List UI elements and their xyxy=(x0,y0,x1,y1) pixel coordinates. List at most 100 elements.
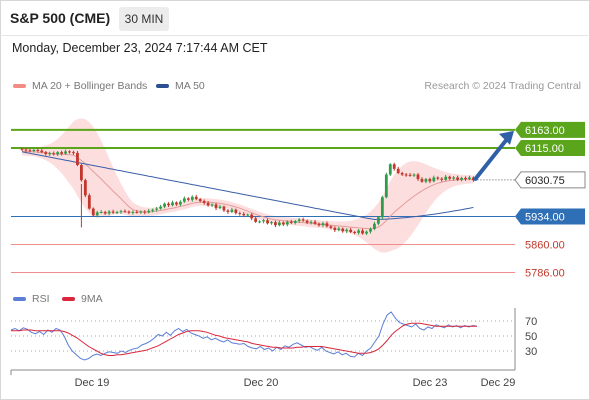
header-bar: S&P 500 (CME) 30 MIN xyxy=(0,0,588,36)
price-tag-shape xyxy=(514,171,586,189)
price-tag-text: 5786.00 xyxy=(525,268,565,280)
candle-body xyxy=(214,204,218,209)
candle-body xyxy=(392,164,396,169)
x-tick-dec-23: Dec 23 xyxy=(413,377,448,389)
candle-body xyxy=(321,223,325,226)
candle-body xyxy=(333,227,337,231)
candle-body xyxy=(313,221,317,224)
candle-body xyxy=(135,211,139,213)
candle-body xyxy=(424,179,428,182)
projection-arrow-head xyxy=(499,130,514,145)
candle-body xyxy=(317,223,321,226)
candle-body xyxy=(242,213,246,216)
candle-body xyxy=(131,211,135,213)
candle-body xyxy=(468,177,471,180)
candle-body xyxy=(432,177,436,182)
candle-body xyxy=(254,218,258,222)
candle-body xyxy=(80,165,83,181)
candle-body xyxy=(325,223,329,227)
candle-body xyxy=(218,206,222,209)
ma20-line xyxy=(21,150,474,230)
candle-body xyxy=(428,179,432,182)
candle-body xyxy=(460,177,463,180)
timestamp: Monday, December 23, 2024 7:17:44 AM CET xyxy=(12,41,268,55)
instrument-title: S&P 500 (CME) xyxy=(10,10,111,26)
credit-text: Research © 2024 Trading Central xyxy=(424,80,581,92)
candle-body xyxy=(44,152,48,155)
candle-body xyxy=(206,202,210,206)
price-label-5860.00: 5860.00 xyxy=(525,240,565,252)
candle-body xyxy=(159,206,162,209)
candle-body xyxy=(76,152,79,166)
candle-body xyxy=(349,229,353,233)
legend-ma9: 9MA xyxy=(62,293,103,305)
candle-body xyxy=(262,220,265,222)
ma20-legend-label: MA 20 + Bollinger Bands xyxy=(32,80,148,92)
candle-body xyxy=(329,226,333,228)
ma20-swatch xyxy=(13,84,26,89)
legend-rsi: RSI xyxy=(13,293,50,305)
candle-body xyxy=(36,149,40,151)
candle-body xyxy=(155,208,159,210)
rsi-line xyxy=(10,311,478,361)
candle-body xyxy=(444,176,448,180)
candle-body xyxy=(309,221,313,223)
x-tick-dec-20: Dec 20 xyxy=(244,377,279,389)
candle-body xyxy=(171,202,174,206)
candle-body xyxy=(139,211,143,213)
candle-body xyxy=(198,199,202,201)
candle-body xyxy=(64,151,67,154)
candle-body xyxy=(420,179,424,182)
price-tag-text: 5934.00 xyxy=(525,212,565,224)
candle-body xyxy=(246,214,250,216)
candle-body xyxy=(289,221,293,223)
price-tag-text: 6163.00 xyxy=(525,125,565,137)
candle-body xyxy=(119,211,123,213)
candle-body xyxy=(143,211,147,213)
candle-body xyxy=(357,230,360,233)
candle-body xyxy=(163,203,166,207)
rsi-level-label-50: 50 xyxy=(525,331,537,343)
candle-body xyxy=(416,174,420,180)
price-tag-text: 6030.75 xyxy=(525,175,565,187)
candle-body xyxy=(99,211,103,213)
rsi-legend-label: RSI xyxy=(32,293,50,305)
price-label-5934.00: 5934.00 xyxy=(515,208,585,225)
candle-body xyxy=(440,178,444,180)
candle-body xyxy=(24,149,28,151)
candle-body xyxy=(293,221,297,223)
candle-body xyxy=(270,222,273,224)
candle-body xyxy=(151,209,155,211)
candle-body xyxy=(20,148,24,150)
candle-body xyxy=(60,152,63,154)
candle-body xyxy=(68,151,71,153)
candle-body xyxy=(400,172,404,175)
candle-body xyxy=(83,180,87,196)
candle-body xyxy=(266,220,269,224)
candle-body xyxy=(48,153,52,155)
candle-body xyxy=(210,204,214,206)
candle-body xyxy=(301,219,305,221)
candle-body xyxy=(56,152,60,155)
rsi-panel: 70 50 30 xyxy=(10,311,537,361)
ma50-line xyxy=(21,151,474,221)
candle-body xyxy=(472,177,475,181)
legend-ma20: MA 20 + Bollinger Bands xyxy=(13,80,147,92)
ma9-swatch xyxy=(62,297,75,302)
price-tag-text: 6115.00 xyxy=(525,143,564,155)
candle-body xyxy=(40,150,44,153)
candle-body xyxy=(345,229,349,232)
x-tick-dec-19: Dec 19 xyxy=(75,377,110,389)
candle-body xyxy=(380,197,384,218)
price-tag-text: 5860.00 xyxy=(525,240,565,252)
candle-body xyxy=(182,198,186,202)
price-label-6030.75: 6030.75 xyxy=(514,171,586,189)
price-label-5786.00: 5786.00 xyxy=(525,268,565,280)
candle-body xyxy=(297,219,301,222)
candle-body xyxy=(28,150,32,152)
timeframe-button[interactable]: 30 MIN xyxy=(119,7,169,31)
candle-body xyxy=(456,177,459,180)
candle-body xyxy=(258,221,261,223)
candle-body xyxy=(361,230,364,234)
